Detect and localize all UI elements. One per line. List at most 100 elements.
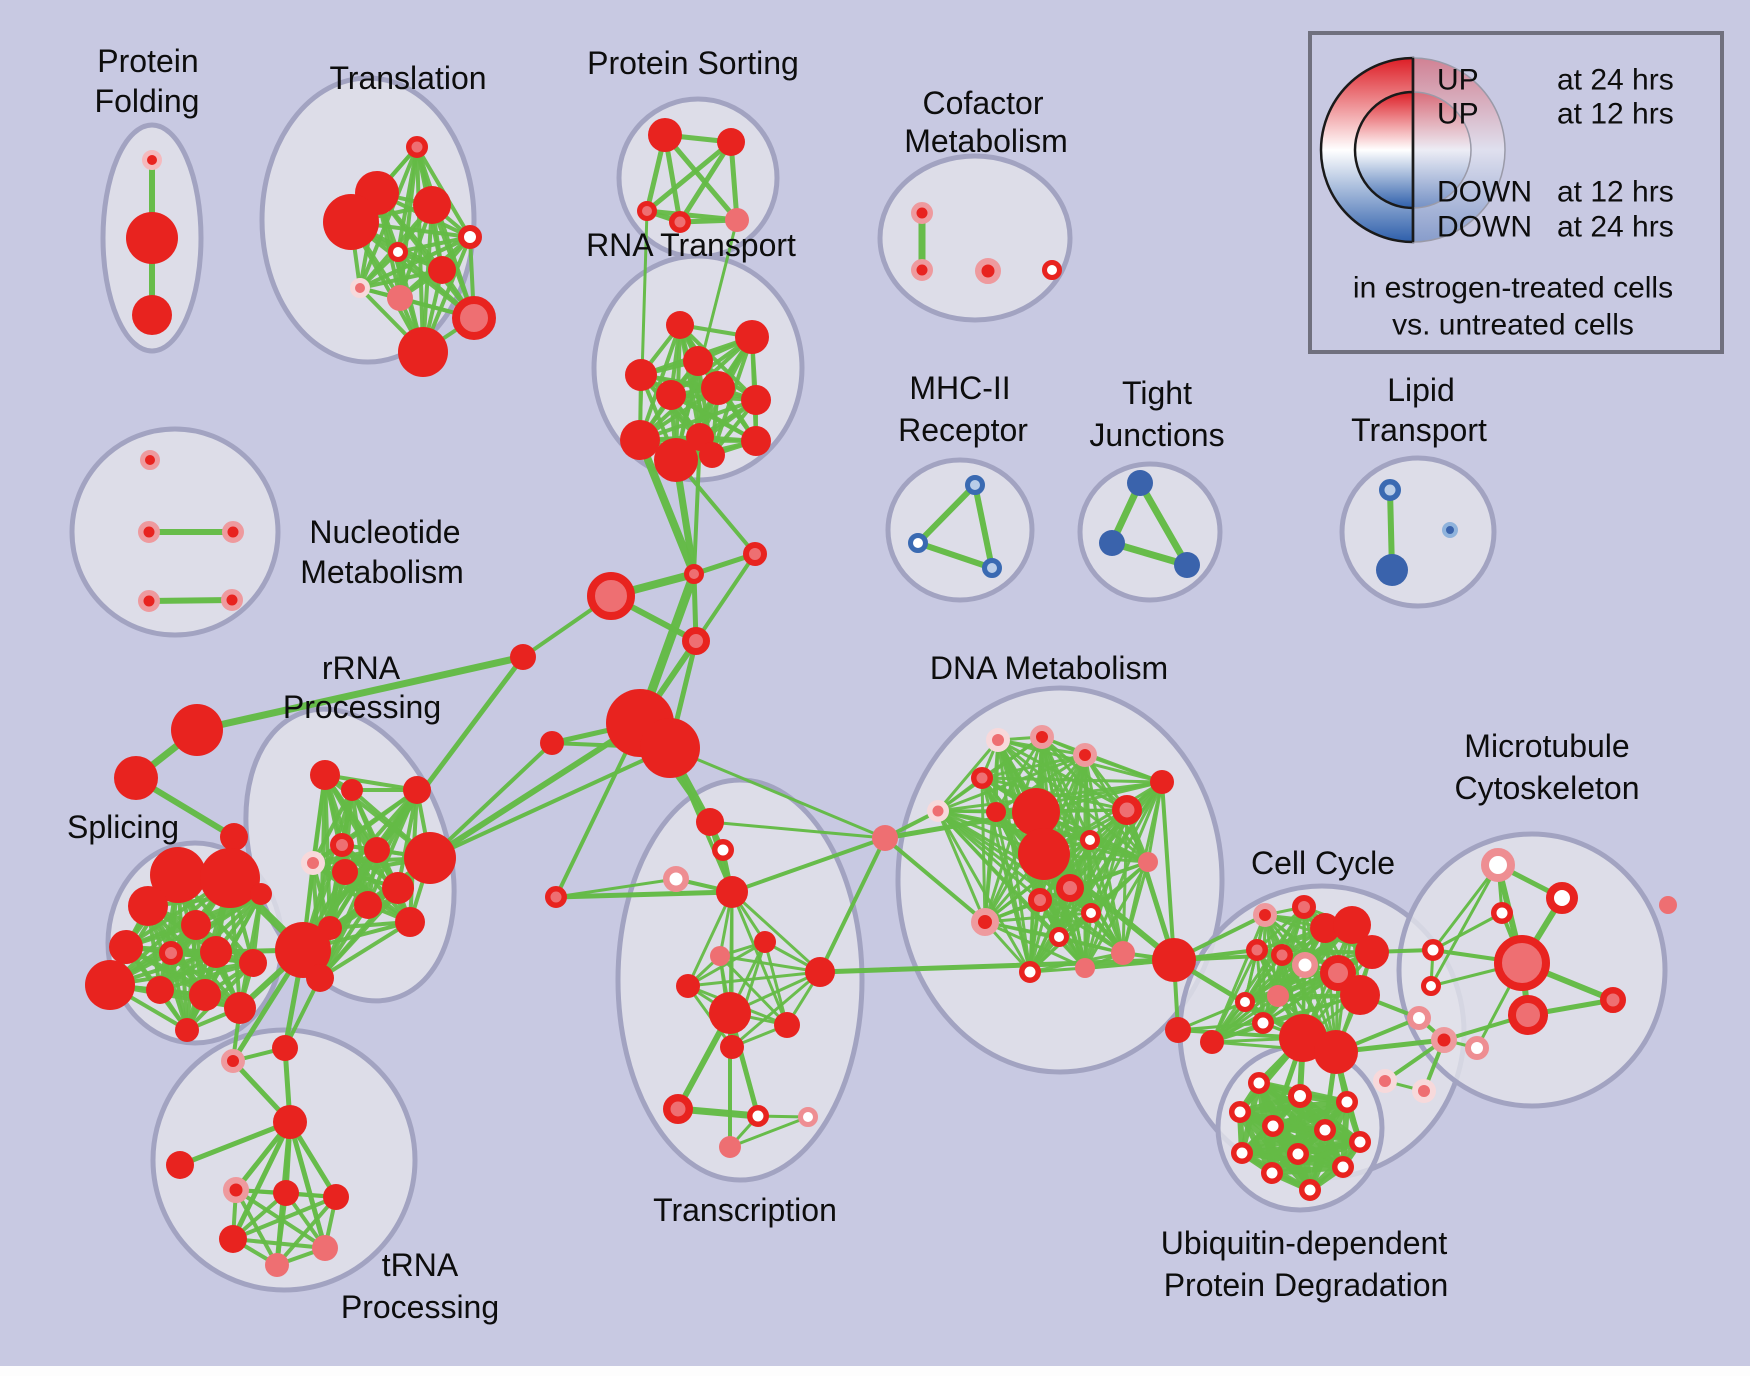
gene-node bbox=[332, 859, 358, 885]
edge bbox=[158, 961, 255, 992]
gene-node bbox=[1431, 1027, 1457, 1053]
gene-node bbox=[200, 936, 232, 968]
edge bbox=[275, 1195, 338, 1267]
gene-node bbox=[403, 776, 431, 804]
edge bbox=[1068, 780, 1164, 890]
edge bbox=[1124, 807, 1177, 963]
gene-node bbox=[1600, 987, 1626, 1013]
gene-node bbox=[1287, 1143, 1309, 1165]
gene-node bbox=[1659, 896, 1677, 914]
edge bbox=[1121, 860, 1150, 955]
edge bbox=[1431, 911, 1504, 952]
gene-node bbox=[150, 847, 206, 903]
edge bbox=[1108, 539, 1191, 569]
gene-node bbox=[683, 346, 713, 376]
gene-node bbox=[132, 295, 172, 335]
gene-node bbox=[540, 731, 564, 755]
edge bbox=[983, 838, 1092, 924]
edge bbox=[730, 890, 822, 974]
gene-node bbox=[330, 833, 354, 857]
gene-node bbox=[699, 442, 725, 468]
gene-node bbox=[159, 941, 183, 965]
gene-node bbox=[166, 1151, 194, 1179]
edge bbox=[231, 1195, 338, 1241]
cluster-label-nucleotide-metabolism: Metabolism bbox=[300, 554, 464, 590]
edge bbox=[718, 954, 789, 1027]
gene-node bbox=[222, 521, 244, 543]
gene-node bbox=[1314, 1119, 1336, 1141]
cluster-label-protein-folding: Protein bbox=[97, 43, 198, 79]
gene-node bbox=[239, 949, 267, 977]
edge bbox=[1431, 863, 1500, 952]
edge bbox=[1210, 963, 1307, 1044]
gene-node bbox=[1271, 944, 1293, 966]
gene-node bbox=[220, 823, 248, 851]
edge bbox=[230, 1119, 293, 1242]
gene-node bbox=[406, 136, 428, 158]
legend-direction-label: DOWN bbox=[1437, 176, 1532, 209]
edge bbox=[1160, 780, 1176, 962]
gene-node bbox=[85, 960, 135, 1010]
gene-node bbox=[140, 450, 160, 470]
gene-node bbox=[323, 1184, 349, 1210]
gene-node bbox=[927, 800, 949, 822]
gene-node bbox=[545, 886, 567, 908]
edge bbox=[1038, 898, 1125, 955]
edge bbox=[108, 892, 263, 987]
edge bbox=[915, 540, 995, 571]
gene-node bbox=[774, 1012, 800, 1038]
gene-node bbox=[1262, 1115, 1284, 1137]
cluster-label-trna-processing: tRNA bbox=[382, 1247, 459, 1283]
gene-node bbox=[310, 760, 340, 790]
cluster-label-translation: Translation bbox=[329, 60, 486, 96]
cluster-label-mhc-ii-receptor: MHC-II bbox=[909, 370, 1010, 406]
cluster-ellipse-cofactor-metabolism bbox=[877, 153, 1073, 323]
gene-node bbox=[1138, 852, 1158, 872]
edge bbox=[662, 132, 740, 223]
cluster-label-transcription: Transcription bbox=[653, 1192, 837, 1228]
cluster-ellipse-trna-processing bbox=[150, 1027, 418, 1293]
gene-node bbox=[1246, 939, 1268, 961]
legend-inner-right-12hrs bbox=[1412, 91, 1472, 209]
legend-note: in estrogen-treated cells bbox=[1353, 272, 1673, 305]
gene-node bbox=[710, 946, 730, 966]
edge bbox=[554, 877, 678, 899]
gene-node bbox=[1099, 530, 1125, 556]
cluster-label-cofactor-metabolism: Metabolism bbox=[904, 123, 1068, 159]
gene-node bbox=[413, 186, 451, 224]
cluster-label-rrna-processing: Processing bbox=[283, 689, 441, 725]
gene-node bbox=[1261, 1162, 1283, 1184]
edge bbox=[936, 809, 1032, 974]
legend-time-label: at 12 hrs bbox=[1557, 176, 1674, 209]
gene-node bbox=[1442, 522, 1458, 538]
cluster-label-rna-transport: RNA Transport bbox=[586, 227, 796, 263]
gene-node bbox=[1349, 1131, 1371, 1153]
cluster-label-dna-metabolism: DNA Metabolism bbox=[930, 650, 1168, 686]
gene-node bbox=[1508, 995, 1548, 1035]
gene-node bbox=[1340, 975, 1380, 1015]
gene-node bbox=[388, 242, 408, 262]
gene-node bbox=[1253, 903, 1277, 927]
gene-node bbox=[1152, 938, 1196, 982]
edge bbox=[638, 398, 758, 442]
gene-node bbox=[1030, 725, 1054, 749]
cluster-label-microtubule-cytoskeleton: Microtubule bbox=[1464, 728, 1629, 764]
legend-direction-label: DOWN bbox=[1437, 211, 1532, 244]
gene-node bbox=[1056, 874, 1084, 902]
gene-node bbox=[712, 839, 734, 861]
gene-node bbox=[1127, 470, 1153, 496]
gene-node bbox=[1112, 795, 1142, 825]
gene-node bbox=[669, 211, 691, 233]
edge bbox=[686, 970, 822, 988]
edge bbox=[1088, 838, 1150, 864]
gene-node bbox=[142, 150, 162, 170]
edge bbox=[428, 741, 554, 860]
gene-node bbox=[741, 426, 771, 456]
gene-node bbox=[666, 311, 694, 339]
cluster-ellipse-mhc-ii-receptor bbox=[885, 457, 1035, 603]
gene-node bbox=[224, 992, 256, 1024]
gene-node bbox=[965, 475, 985, 495]
edge bbox=[287, 1119, 328, 1251]
edge bbox=[358, 235, 472, 290]
gene-node bbox=[798, 1107, 818, 1127]
